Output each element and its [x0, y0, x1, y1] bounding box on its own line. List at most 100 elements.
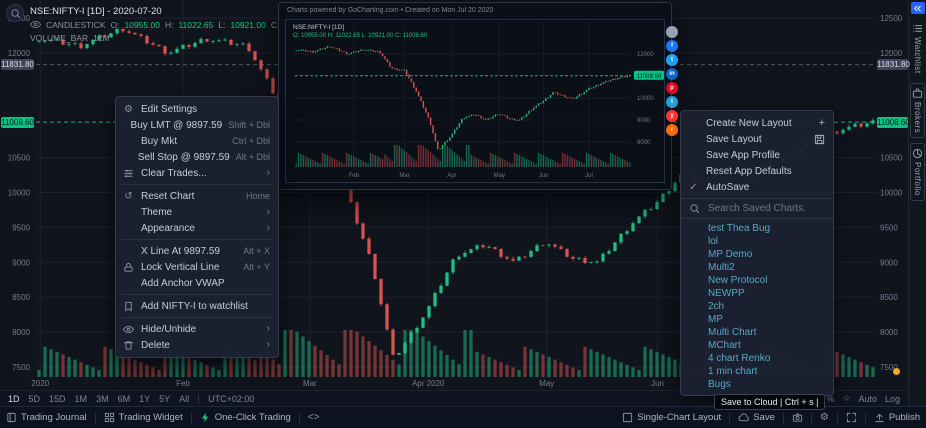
- toggle-auto[interactable]: Auto: [858, 393, 877, 404]
- briefcase-icon: [912, 88, 923, 99]
- statusbar-trading-journal[interactable]: Trading Journal: [6, 412, 87, 423]
- check-icon: ✓: [689, 181, 698, 193]
- code-icon: <>: [307, 412, 320, 423]
- statusbar-label: Publish: [888, 412, 920, 423]
- context-menu-item-hide-unhide[interactable]: Hide/Unhide ›: [116, 321, 278, 337]
- twitter-icon[interactable]: t: [666, 54, 678, 66]
- saved-chart-mp-demo[interactable]: MP Demo: [708, 249, 753, 260]
- collapse-sidebar-button[interactable]: [910, 2, 925, 14]
- reddit-icon[interactable]: r: [666, 124, 678, 136]
- series-name: CANDLESTICK: [46, 19, 106, 30]
- range-5y[interactable]: 5Y: [159, 393, 171, 404]
- divider: [836, 411, 838, 424]
- timezone-label[interactable]: UTC+02:00: [208, 393, 255, 404]
- context-menu-item-lock-vertical-line[interactable]: Lock Vertical Line Alt + Y: [116, 259, 278, 275]
- price-label: 10500: [8, 154, 31, 163]
- price-label: 8500: [880, 293, 898, 302]
- saved-chart-newpp[interactable]: NEWPP: [708, 288, 745, 299]
- context-menu-item-label: Theme: [141, 206, 173, 218]
- pie-icon: [912, 148, 923, 159]
- saved-chart-multi-chart[interactable]: Multi Chart: [708, 327, 757, 338]
- range-5d[interactable]: 5D: [28, 393, 41, 404]
- star-icon[interactable]: ☆: [842, 393, 851, 403]
- sidebar-tab-watchlist[interactable]: Watchlist: [911, 19, 924, 78]
- bolt-icon: [200, 412, 211, 423]
- sidebar-tab-brokers[interactable]: Brokers: [910, 82, 925, 138]
- statusbar-publish[interactable]: Publish: [874, 412, 920, 423]
- context-menu-item-add-anchor-vwap[interactable]: Add Anchor VWAP: [116, 275, 278, 291]
- saved-chart-mp[interactable]: MP: [708, 314, 723, 325]
- layout-menu-item-create-new-layout[interactable]: Create New Layout +: [681, 115, 833, 131]
- context-menu-item-reset-chart[interactable]: ↺ Reset Chart Home: [116, 188, 278, 204]
- saved-chart-multi2[interactable]: Multi2: [708, 262, 735, 273]
- layout-menu-item-save-app-profile[interactable]: Save App Profile: [681, 147, 833, 163]
- saved-charts-search-input[interactable]: [706, 202, 822, 215]
- close-label: C:: [270, 19, 280, 30]
- chevron-right-icon: ›: [266, 339, 270, 351]
- saved-chart-lol[interactable]: lol: [708, 236, 719, 247]
- chevron-right-icon: ›: [266, 167, 270, 179]
- symbol-title[interactable]: NSE:NIFTY-I [1D] - 2020-07-20: [30, 6, 162, 17]
- telegram-icon[interactable]: t: [666, 96, 678, 108]
- context-menu-item-edit-settings[interactable]: ⚙ Edit Settings: [116, 101, 278, 117]
- shortcut-hint: Alt + Dbl: [235, 152, 270, 162]
- statusbar-camera[interactable]: [792, 412, 803, 423]
- context-menu-item-buy-lmt-9897-59[interactable]: Buy LMT @ 9897.59 Shift + Dbl: [116, 117, 278, 133]
- eye-icon[interactable]: [30, 19, 41, 30]
- saved-chart-mchart[interactable]: MChart: [708, 340, 741, 351]
- context-menu-item-sell-stop-9897-59[interactable]: Sell Stop @ 9897.59 Alt + Dbl: [116, 149, 278, 165]
- high-value: 11022.65: [178, 19, 214, 30]
- saved-chart-1-min-chart[interactable]: 1 min chart: [708, 366, 758, 377]
- saved-chart-4-chart-renko[interactable]: 4 chart Renko: [708, 353, 771, 364]
- youtube-icon[interactable]: y: [666, 110, 678, 122]
- time-label: May: [494, 173, 505, 179]
- linkedin-icon[interactable]: in: [666, 68, 678, 80]
- range-3m[interactable]: 3M: [96, 393, 109, 404]
- chevron-right-icon: ›: [266, 222, 270, 234]
- context-menu-item-buy-mkt[interactable]: Buy Mkt Ctrl + Dbl: [116, 133, 278, 149]
- statusbar-save[interactable]: Save: [738, 412, 775, 423]
- statusbar-label: Single-Chart Layout: [637, 412, 722, 423]
- percent-icon[interactable]: %: [826, 393, 835, 404]
- statusbar-label: Trading Journal: [21, 412, 87, 423]
- layout-menu-item-reset-app-defaults[interactable]: Reset App Defaults: [681, 163, 833, 179]
- divider: [298, 411, 300, 424]
- layout-menu-item-save-layout[interactable]: Save Layout: [681, 131, 833, 147]
- statusbar-expand[interactable]: [846, 412, 857, 423]
- context-menu-item-label: Add Anchor VWAP: [141, 277, 225, 289]
- toggle-log[interactable]: Log: [884, 393, 900, 404]
- context-menu-item-delete[interactable]: Delete ›: [116, 337, 278, 353]
- price-label: 12500: [880, 14, 903, 23]
- context-menu-item-appearance[interactable]: Appearance ›: [116, 220, 278, 236]
- layout-menu-item-autosave[interactable]: ✓ AutoSave: [681, 179, 833, 195]
- facebook-icon[interactable]: f: [666, 40, 678, 52]
- pinterest-icon[interactable]: p: [666, 82, 678, 94]
- divider: [810, 411, 812, 424]
- context-menu-item-theme[interactable]: Theme ›: [116, 204, 278, 220]
- range-15d[interactable]: 15D: [49, 393, 66, 404]
- range-1d[interactable]: 1D: [8, 393, 20, 404]
- statusbar-trading-widget[interactable]: Trading Widget: [104, 412, 183, 423]
- statusbar-gear[interactable]: ⚙: [820, 412, 829, 423]
- context-menu-item-x-line-at-9897-59[interactable]: X Line At 9897.59 Alt + X: [116, 243, 278, 259]
- range-1y[interactable]: 1Y: [139, 393, 151, 404]
- price-label: 7500: [880, 363, 898, 372]
- statusbar-code[interactable]: <>: [308, 412, 320, 423]
- volume-series-name: VOLUME_BAR: [30, 32, 89, 43]
- statusbar-one-click-trading[interactable]: One-Click Trading: [200, 412, 291, 423]
- statusbar-single-chart-layout[interactable]: Single-Chart Layout: [622, 412, 721, 423]
- range-all[interactable]: All: [179, 393, 190, 404]
- saved-chart-new-protocol[interactable]: New Protocol: [708, 275, 768, 286]
- copy-link-icon[interactable]: [666, 26, 678, 38]
- saved-chart-bugs[interactable]: Bugs: [708, 379, 731, 390]
- context-menu-item-add-nifty-i-to-watchlist[interactable]: Add NIFTY-I to watchlist: [116, 298, 278, 314]
- context-menu-item-clear-trades[interactable]: Clear Trades... ›: [116, 165, 278, 181]
- range-6m[interactable]: 6M: [117, 393, 131, 404]
- layout-menu: Create New Layout + Save Layout Save App Pr…: [680, 110, 834, 396]
- saved-chart-2ch[interactable]: 2ch: [708, 301, 725, 312]
- symbol-search-button[interactable]: [6, 4, 24, 22]
- saved-charts-search[interactable]: [681, 198, 833, 219]
- range-1m[interactable]: 1M: [74, 393, 88, 404]
- sidebar-tab-portfolio[interactable]: Portfolio: [910, 142, 925, 201]
- saved-chart-test-thea-bug[interactable]: test Thea Bug: [708, 223, 771, 234]
